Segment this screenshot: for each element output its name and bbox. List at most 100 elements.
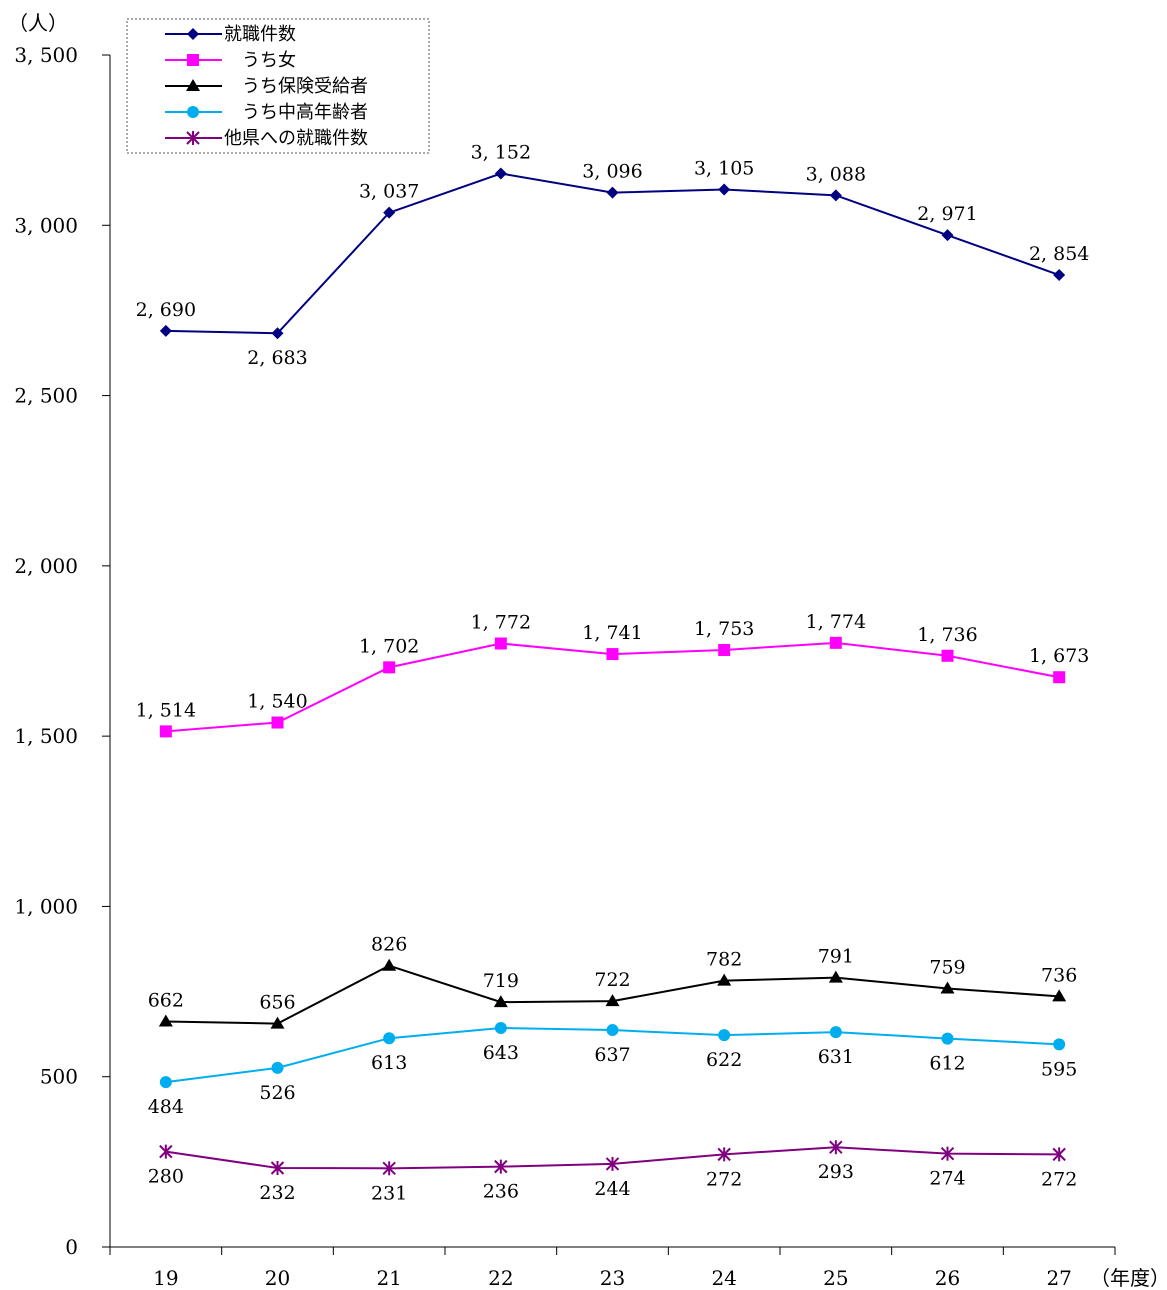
data-point-marker (718, 183, 731, 196)
data-point-marker (494, 1022, 507, 1035)
legend-marker (186, 79, 200, 91)
data-point-marker (271, 716, 284, 729)
data-label: 791 (818, 946, 854, 968)
data-point-marker (1053, 269, 1066, 282)
x-tick-label: 21 (376, 1266, 401, 1290)
legend-label: うち保険受給者 (224, 76, 368, 97)
data-label: 280 (148, 1166, 184, 1188)
data-point-marker (829, 1140, 843, 1155)
data-point-marker (606, 648, 619, 661)
data-point-marker (717, 1147, 731, 1162)
data-label: 1, 673 (1029, 645, 1089, 667)
data-label: 1, 540 (247, 691, 307, 713)
data-point-marker (605, 1156, 620, 1171)
legend-marker (187, 54, 199, 66)
legend-item: うち中高年齢者 (165, 102, 368, 123)
y-tick-label: 1, 500 (14, 724, 78, 748)
legend-label: 他県への就職件数 (224, 128, 368, 149)
data-point-marker (1053, 1038, 1066, 1051)
data-label: 2, 690 (136, 299, 196, 321)
data-label: 612 (929, 1053, 965, 1075)
data-point-marker (606, 186, 619, 199)
data-label: 2, 854 (1029, 243, 1089, 265)
data-label: 1, 774 (806, 611, 866, 633)
data-point-marker (828, 970, 843, 983)
data-label: 2, 971 (917, 203, 977, 225)
x-tick-label: 19 (153, 1266, 178, 1290)
data-label: 3, 096 (582, 161, 642, 183)
data-label: 719 (483, 970, 519, 992)
legend-item: うち保険受給者 (165, 76, 368, 97)
data-label: 1, 753 (694, 618, 754, 640)
data-label: 662 (148, 990, 184, 1012)
data-point-marker (271, 327, 284, 340)
data-point-marker (829, 189, 842, 202)
data-point-marker (940, 981, 955, 994)
data-point-marker (159, 1076, 172, 1089)
legend-label: うち中高年齢者 (224, 102, 368, 123)
data-label: 3, 088 (806, 163, 866, 185)
data-point-marker (1053, 671, 1066, 684)
data-point-marker (271, 1061, 284, 1074)
legend-item: 就職件数 (165, 24, 296, 45)
data-point-marker (941, 1032, 954, 1045)
data-label: 1, 772 (471, 612, 531, 634)
data-point-marker (382, 958, 397, 971)
y-tick-label: 0 (65, 1235, 78, 1259)
data-label: 782 (706, 949, 742, 971)
data-point-marker (494, 637, 507, 650)
data-label: 643 (483, 1042, 519, 1064)
legend-label: 就職件数 (224, 24, 296, 45)
data-point-marker (1052, 1147, 1066, 1162)
data-point-marker (383, 1032, 396, 1045)
data-point-marker (941, 649, 954, 662)
series-1: 2, 690 2, 683 3, 037 3, 152 3, 096 3, 105 3, 0… (136, 142, 1090, 370)
data-point-marker (382, 1161, 396, 1176)
x-tick-label: 26 (935, 1266, 960, 1290)
data-point-marker (494, 167, 507, 180)
data-point-marker (605, 994, 620, 1007)
data-label: 231 (371, 1182, 407, 1204)
x-axis-unit-label: （年度） (1090, 1266, 1167, 1290)
legend-marker (186, 131, 200, 145)
data-label: 826 (371, 934, 407, 956)
data-point-marker (383, 206, 396, 219)
legend-label: うち女 (224, 50, 296, 71)
x-tick-labels: 19 20 21 22 23 24 25 26 27 (153, 1266, 1072, 1290)
x-tick-label: 20 (265, 1266, 290, 1290)
data-label: 1, 736 (917, 624, 977, 646)
data-label: 293 (818, 1161, 854, 1183)
data-label: 274 (929, 1168, 965, 1190)
data-point-marker (158, 1014, 173, 1027)
data-label: 484 (148, 1096, 184, 1118)
data-label: 595 (1041, 1058, 1077, 1080)
y-tick-label: 500 (40, 1065, 78, 1089)
data-point-marker (717, 973, 732, 986)
data-label: 759 (929, 957, 965, 979)
data-label: 613 (371, 1052, 407, 1074)
x-tick-label: 23 (600, 1266, 625, 1290)
data-point-marker (270, 1016, 285, 1029)
data-label: 272 (1041, 1168, 1077, 1190)
data-label: 1, 741 (582, 622, 642, 644)
data-label: 3, 037 (359, 181, 419, 203)
legend-item: 他県への就職件数 (165, 128, 368, 149)
data-point-marker (159, 725, 172, 738)
y-tick-label: 1, 000 (14, 894, 78, 918)
data-point-marker (940, 1146, 955, 1161)
data-point-marker (718, 1029, 731, 1042)
x-tick-label: 27 (1046, 1266, 1071, 1290)
data-label: 3, 105 (694, 158, 754, 180)
data-point-marker (829, 636, 842, 649)
data-label: 3, 152 (471, 142, 531, 164)
legend-marker (187, 106, 199, 118)
data-point-marker (1052, 989, 1067, 1002)
series-2: 1, 514 1, 540 1, 702 1, 772 1, 741 1, 753 1, 7… (136, 611, 1089, 738)
data-label: 526 (259, 1082, 295, 1104)
y-tick-label: 2, 000 (14, 554, 78, 578)
data-label: 656 (259, 992, 295, 1014)
series-5: 280 232 231 236 244 272 293 274 272 (148, 1140, 1077, 1204)
data-point-marker (383, 661, 396, 674)
